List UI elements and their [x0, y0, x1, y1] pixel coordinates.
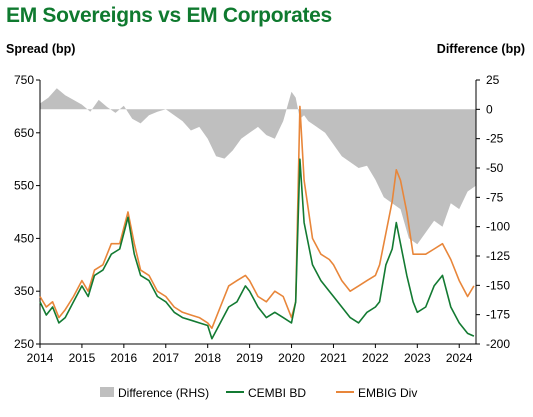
- x-tick-label: 2021: [320, 351, 347, 365]
- right-axis-title: Difference (bp): [436, 42, 525, 56]
- right-tick-label: -150: [486, 278, 510, 292]
- legend-difference-label: Difference (RHS): [118, 386, 209, 400]
- right-tick-label: -125: [486, 249, 510, 263]
- left-tick-label: 650: [14, 126, 34, 140]
- right-tick-label: -175: [486, 308, 510, 322]
- x-tick-label: 2019: [236, 351, 263, 365]
- left-tick-label: 350: [14, 284, 34, 298]
- left-tick-label: 750: [14, 73, 34, 87]
- x-tick-label: 2015: [69, 351, 96, 365]
- right-tick-label: -200: [486, 337, 510, 351]
- x-tick-label: 2023: [404, 351, 431, 365]
- right-tick-label: -75: [486, 190, 504, 204]
- left-axis-title: Spread (bp): [6, 42, 76, 56]
- left-tick-label: 550: [14, 179, 34, 193]
- x-tick-label: 2022: [362, 351, 389, 365]
- legend-difference-swatch: [100, 387, 114, 397]
- right-tick-label: -100: [486, 220, 510, 234]
- x-tick-label: 2024: [446, 351, 473, 365]
- right-tick-label: -25: [486, 132, 504, 146]
- legend-cembi-label: CEMBI BD: [248, 386, 306, 400]
- right-tick-label: 0: [486, 102, 493, 116]
- legend-embig-label: EMBIG Div: [358, 386, 417, 400]
- difference-area: [40, 88, 476, 245]
- x-tick-label: 2016: [110, 351, 137, 365]
- x-tick-label: 2018: [194, 351, 221, 365]
- chart-title: EM Sovereigns vs EM Corporates: [6, 4, 332, 27]
- embig-div-line: [39, 105, 475, 329]
- left-tick-label: 450: [14, 231, 34, 245]
- cembi-bd-line: [39, 158, 475, 340]
- x-tick-label: 2020: [278, 351, 305, 365]
- right-tick-label: -50: [486, 161, 504, 175]
- left-tick-label: 250: [14, 337, 34, 351]
- x-tick-label: 2014: [27, 351, 54, 365]
- right-tick-label: 25: [486, 73, 500, 87]
- x-tick-label: 2017: [152, 351, 179, 365]
